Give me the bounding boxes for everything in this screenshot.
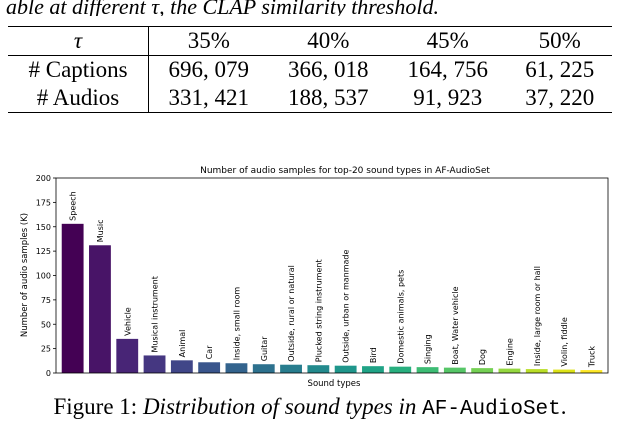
y-axis: 0 25 50 75 100 125 150 175 200 [36, 174, 56, 378]
table-header-cell: 40% [307, 28, 350, 53]
chart-title: Number of audio samples for top-20 sound… [200, 166, 490, 176]
sound-types-bar-chart: Number of audio samples for top-20 sound… [20, 166, 609, 389]
bar [225, 363, 248, 373]
bar [498, 368, 521, 373]
bar-label: Guitar [260, 336, 269, 362]
bar [389, 366, 412, 373]
table-cell: 91, 923 [413, 85, 483, 110]
table-cell: 37, 220 [525, 85, 595, 110]
bar-labels: Speech Music Vehicle Musical instrument Anim… [69, 191, 597, 368]
y-tick-label: 200 [36, 174, 51, 183]
bar-label: Musical instrument [151, 276, 160, 352]
bar [471, 368, 494, 373]
bar-label: Inside, large room or hall [533, 266, 542, 366]
table-cell: 696, 079 [168, 57, 250, 82]
figure-caption-code: AF-AudioSet [422, 398, 561, 421]
y-tick-label: 0 [46, 369, 51, 378]
table-cell: 188, 537 [288, 85, 369, 110]
table-cell: 331, 421 [168, 85, 250, 110]
threshold-table: τ 35% 40% 45% 50% # Captions 696, 079 36… [8, 26, 612, 113]
y-tick-label: 100 [36, 272, 51, 281]
bar [61, 223, 84, 373]
row-label-audios: # Audios [8, 84, 149, 113]
table-header-cell: 45% [426, 28, 469, 53]
table-header-row: τ 35% 40% 45% 50% [8, 26, 612, 56]
bar [116, 338, 139, 373]
bar [280, 364, 302, 373]
table-caption-fragment: able at different τ, the CLAP similarity… [6, 0, 439, 16]
bar-label: Violin, fiddle [560, 317, 569, 366]
bar-label: Inside, small room [232, 287, 241, 361]
bar [525, 369, 548, 373]
figure-caption-text: Distribution of sound types in [142, 394, 417, 419]
figure-label: Figure 1: [53, 394, 138, 419]
y-tick-label: 75 [41, 296, 51, 305]
bar [198, 362, 221, 373]
bar-label: Vehicle [123, 307, 132, 336]
chart-xlabel: Sound types [308, 379, 361, 389]
bar-label: Dog [478, 349, 487, 365]
y-tick-label: 150 [36, 223, 51, 232]
bar-label: Outside, urban or manmade [342, 249, 351, 362]
table-cell: 164, 756 [407, 57, 488, 82]
bar-label: Plucked string instrument [314, 259, 323, 362]
bar [307, 365, 330, 373]
y-tick-label: 125 [36, 247, 51, 256]
figure-caption-end: . [560, 394, 567, 419]
y-tick-label: 175 [36, 198, 51, 207]
bar [252, 364, 275, 373]
bars [61, 223, 603, 373]
bar [553, 369, 575, 373]
bar [362, 366, 384, 373]
plot-frame [55, 177, 609, 374]
bar [170, 360, 193, 373]
bar-label: Car [205, 345, 214, 359]
y-tick-label: 25 [41, 345, 51, 354]
chart-ylabel: Number of audio samples (K) [20, 213, 30, 337]
figure-caption: Figure 1: Distribution of sound types in… [0, 394, 620, 421]
table-row: # Audios 331, 421 188, 537 91, 923 37, 2… [8, 84, 612, 113]
bar [334, 365, 357, 373]
table-header-tau: τ [8, 26, 149, 56]
table-cell: 366, 018 [288, 57, 369, 82]
table-cell: 61, 225 [525, 57, 595, 82]
table-header-cell: 35% [187, 28, 230, 53]
table-row: # Captions 696, 079 366, 018 164, 756 61… [8, 55, 612, 84]
bar-label: Outside, rural or natural [287, 265, 296, 362]
bar [143, 355, 166, 373]
bar-label: Speech [69, 191, 78, 220]
bar-label: Singing [424, 334, 433, 364]
y-tick-label: 50 [41, 320, 51, 329]
table-header-cell: 50% [538, 28, 581, 53]
bar-label: Truck [587, 346, 596, 368]
bar-label: Domestic animals, pets [396, 270, 405, 364]
bar [416, 367, 439, 373]
bar [89, 245, 111, 373]
row-label-captions: # Captions [8, 55, 149, 84]
bar [443, 367, 466, 373]
bar-label: Bird [369, 347, 378, 363]
bar-label: Animal [178, 330, 187, 358]
bar-label: Music [96, 220, 105, 243]
bar [580, 370, 603, 373]
bar-label: Boat, Water vehicle [451, 286, 460, 364]
bar-label: Engine [505, 338, 514, 365]
